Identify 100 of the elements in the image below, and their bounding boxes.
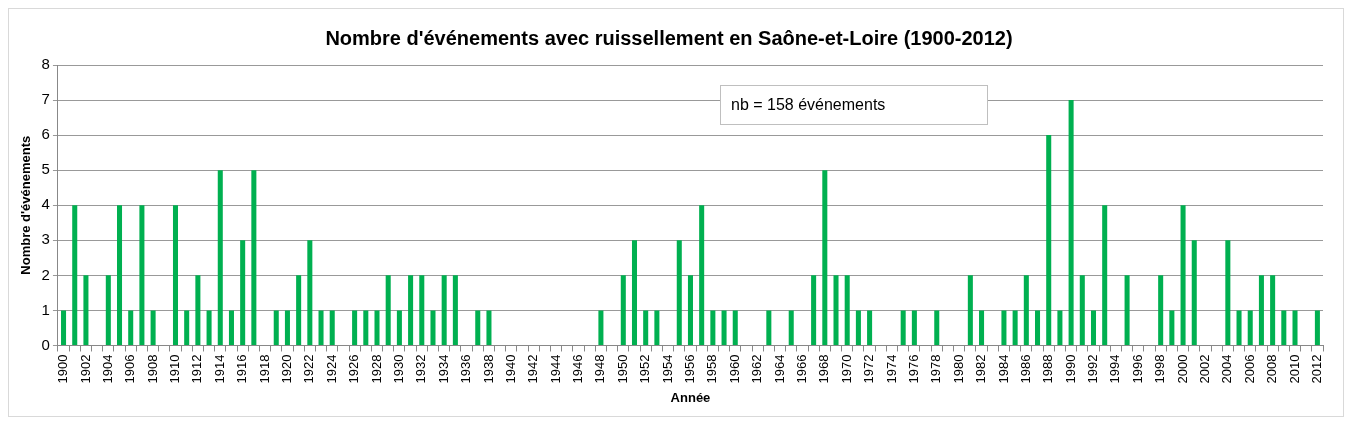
bar [374, 310, 380, 345]
x-tick-label: 1984 [995, 354, 1011, 384]
bar [598, 310, 604, 345]
x-tick-label: 1924 [323, 354, 339, 384]
x-tick-label: 1910 [167, 354, 183, 384]
bar [1180, 205, 1186, 345]
x-tick-label: 1922 [301, 354, 317, 384]
bar [72, 205, 78, 345]
bar [128, 310, 134, 345]
x-tick-label: 1908 [144, 354, 160, 384]
x-tick-label: 1950 [614, 354, 630, 384]
x-tick-label: 1904 [99, 354, 115, 384]
bar [206, 310, 212, 345]
y-tick-label: 5 [41, 160, 50, 178]
x-tick-label: 1936 [458, 354, 474, 384]
bar [1046, 135, 1052, 345]
bar [1124, 275, 1130, 345]
x-tick-label: 1944 [547, 354, 563, 384]
bar [934, 310, 940, 345]
x-tick-label: 1952 [637, 354, 653, 384]
bar [61, 310, 67, 345]
bar [1012, 310, 1018, 345]
bar [1001, 310, 1007, 345]
x-tick-label: 1940 [502, 354, 518, 384]
annotation: nb = 158 événements [731, 96, 886, 113]
bar [687, 275, 693, 345]
bar [1225, 240, 1231, 345]
bar [1102, 205, 1108, 345]
bar [643, 310, 649, 345]
x-tick-label: 1988 [1040, 354, 1056, 384]
x-tick-label: 1956 [682, 354, 698, 384]
bar [676, 240, 682, 345]
bar [1247, 310, 1253, 345]
x-tick-label: 1960 [726, 354, 742, 384]
bar [117, 205, 123, 345]
bar [385, 275, 391, 345]
bar [710, 310, 716, 345]
bar [721, 310, 727, 345]
x-tick-label: 1998 [1152, 354, 1168, 384]
bar [329, 310, 335, 345]
bar [352, 310, 358, 345]
x-tick-label: 1926 [346, 354, 362, 384]
bar [172, 205, 179, 345]
bar [1035, 310, 1041, 345]
x-tick-label: 1968 [816, 354, 832, 384]
x-tick-label: 2010 [1286, 354, 1302, 384]
bar [105, 275, 111, 345]
bar [967, 275, 973, 345]
bar [1258, 275, 1264, 345]
x-tick-label: 1964 [771, 354, 787, 384]
x-tick-label: 1916 [234, 354, 250, 384]
x-tick-label: 1912 [189, 354, 205, 384]
bar [486, 310, 492, 345]
bar [788, 310, 794, 345]
bar [408, 275, 414, 345]
y-tick-label: 2 [41, 265, 50, 283]
x-tick-label: 1976 [905, 354, 921, 384]
bar [184, 310, 190, 345]
bar [844, 275, 850, 345]
x-tick-label: 2004 [1219, 354, 1235, 384]
bar [766, 310, 772, 345]
x-tick-label: 1930 [390, 354, 406, 384]
bar [1169, 310, 1175, 345]
x-tick-label: 1938 [480, 354, 496, 384]
bar [699, 205, 705, 345]
x-tick-label: 1946 [570, 354, 586, 384]
x-tick-label: 1980 [950, 354, 966, 384]
x-tick-label: 1900 [55, 354, 71, 384]
bar [150, 310, 156, 345]
x-tick-label: 1906 [122, 354, 138, 384]
bar [979, 310, 985, 345]
bar [732, 310, 738, 345]
y-tick-label: 3 [41, 230, 50, 248]
bar [363, 310, 369, 345]
bar [1023, 275, 1029, 345]
bar [620, 275, 626, 345]
x-tick-label: 1920 [279, 354, 295, 384]
y-tick-label: 7 [41, 90, 50, 108]
x-axis-title: Année [670, 389, 711, 405]
x-tick-label: 1918 [256, 354, 272, 384]
bar [217, 170, 223, 345]
bar [139, 205, 145, 345]
bar [1292, 310, 1298, 345]
bar [867, 310, 873, 345]
bar [654, 310, 660, 345]
bar [419, 275, 425, 345]
bar [1281, 310, 1287, 345]
bar [911, 310, 917, 345]
bar [430, 310, 436, 345]
bar [195, 275, 201, 345]
bar [833, 275, 839, 345]
x-tick-label: 1978 [928, 354, 944, 384]
x-tick-label: 1932 [413, 354, 429, 384]
x-tick-label: 1970 [838, 354, 854, 384]
bar [1158, 275, 1164, 345]
x-tick-label: 1992 [1085, 354, 1101, 384]
bar [1236, 310, 1242, 345]
bar [240, 240, 246, 345]
x-tick-label: 1996 [1129, 354, 1145, 384]
bar [318, 310, 324, 345]
